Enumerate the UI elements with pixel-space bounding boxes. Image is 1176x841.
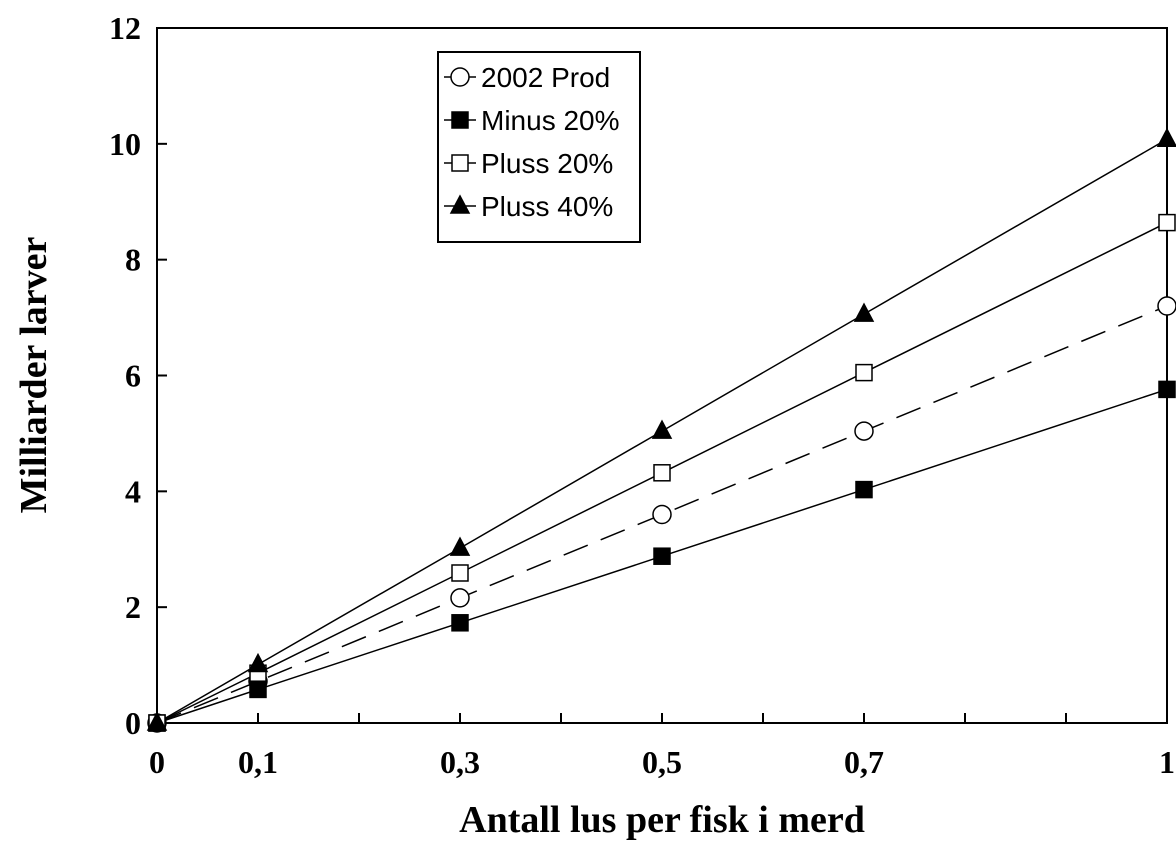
data-point-pluss-40: [651, 419, 673, 439]
data-point-pluss-40: [449, 536, 471, 556]
legend: 2002 Prod Minus 20% Pluss 20% Pluss 40%: [437, 51, 641, 243]
data-point-2002-prod: [652, 504, 672, 525]
y-tick-labels: 0 2 4 6 8 10 12: [109, 10, 141, 741]
data-point-pluss-40: [853, 302, 875, 322]
data-point-pluss-20: [1158, 213, 1176, 232]
data-point-pluss-40: [146, 711, 168, 731]
x-tick-label: 0,5: [642, 744, 682, 780]
legend-marker-pluss-20: [451, 154, 469, 172]
legend-label-2002-prod: 2002 Prod: [481, 62, 610, 93]
y-tick-label: 12: [109, 10, 141, 46]
data-point-minus-20: [451, 614, 469, 632]
x-tick-label: 0,1: [238, 744, 278, 780]
data-point-2002-prod: [1157, 296, 1176, 316]
legend-label-minus-20: Minus 20%: [481, 105, 620, 136]
x-tick-label: 1: [1159, 744, 1175, 780]
y-axis-ticks: [157, 27, 167, 724]
series-line-pluss-20: [156, 221, 1168, 724]
data-point-pluss-40: [247, 652, 269, 673]
legend-item-pluss-20: Pluss 20%: [444, 148, 613, 179]
y-tick-label: 4: [125, 473, 141, 509]
y-tick-label: 6: [125, 358, 141, 394]
data-point-minus-20: [1158, 380, 1176, 399]
series-line-2002-prod: [156, 305, 1168, 724]
legend-item-2002-prod: 2002 Prod: [444, 62, 610, 93]
legend-marker-pluss-40: [449, 194, 471, 214]
series-points-pluss-40: [146, 127, 1176, 731]
series-lines: [156, 138, 1168, 724]
data-point-minus-20: [855, 480, 873, 499]
series-line-minus-20: [156, 388, 1168, 724]
legend-box: [437, 51, 641, 243]
legend-items: 2002 Prod Minus 20% Pluss 20% Pluss 40%: [444, 62, 620, 222]
x-tick-label: 0: [149, 744, 165, 780]
x-tick-labels: 0 0,1 0,3 0,5 0,7 1: [149, 744, 1175, 780]
y-axis-title: Milliarder larver: [13, 236, 55, 513]
y-tick-label: 0: [125, 705, 141, 741]
plot-area-frame: [156, 27, 1168, 724]
data-point-minus-20: [249, 680, 267, 699]
data-point-pluss-40: [1156, 127, 1176, 147]
y-tick-label: 2: [125, 589, 141, 625]
x-tick-label: 0,7: [844, 744, 884, 780]
y-tick-label: 10: [109, 126, 141, 162]
legend-label-pluss-20: Pluss 20%: [481, 148, 613, 179]
series-line-pluss-40: [156, 138, 1168, 724]
legend-item-minus-20: Minus 20%: [444, 105, 620, 136]
legend-label-pluss-40: Pluss 40%: [481, 191, 613, 222]
series-points-2002-prod: [147, 296, 1176, 733]
y-tick-label: 8: [125, 242, 141, 278]
series-markers: [146, 127, 1176, 733]
x-axis-title: Antall lus per fisk i merd: [459, 799, 865, 841]
data-point-2002-prod: [450, 588, 470, 608]
x-axis-ticks: [156, 713, 1168, 723]
data-point-minus-20: [653, 547, 671, 565]
legend-marker-minus-20: [451, 111, 469, 129]
data-point-pluss-20: [653, 464, 671, 482]
legend-marker-2002-prod: [450, 67, 470, 87]
data-point-pluss-20: [451, 564, 469, 582]
x-tick-label: 0,3: [440, 744, 480, 780]
legend-item-pluss-40: Pluss 40%: [444, 191, 613, 222]
data-point-2002-prod: [854, 421, 874, 441]
series-points-pluss-20: [148, 213, 1176, 732]
data-point-pluss-20: [855, 363, 873, 382]
